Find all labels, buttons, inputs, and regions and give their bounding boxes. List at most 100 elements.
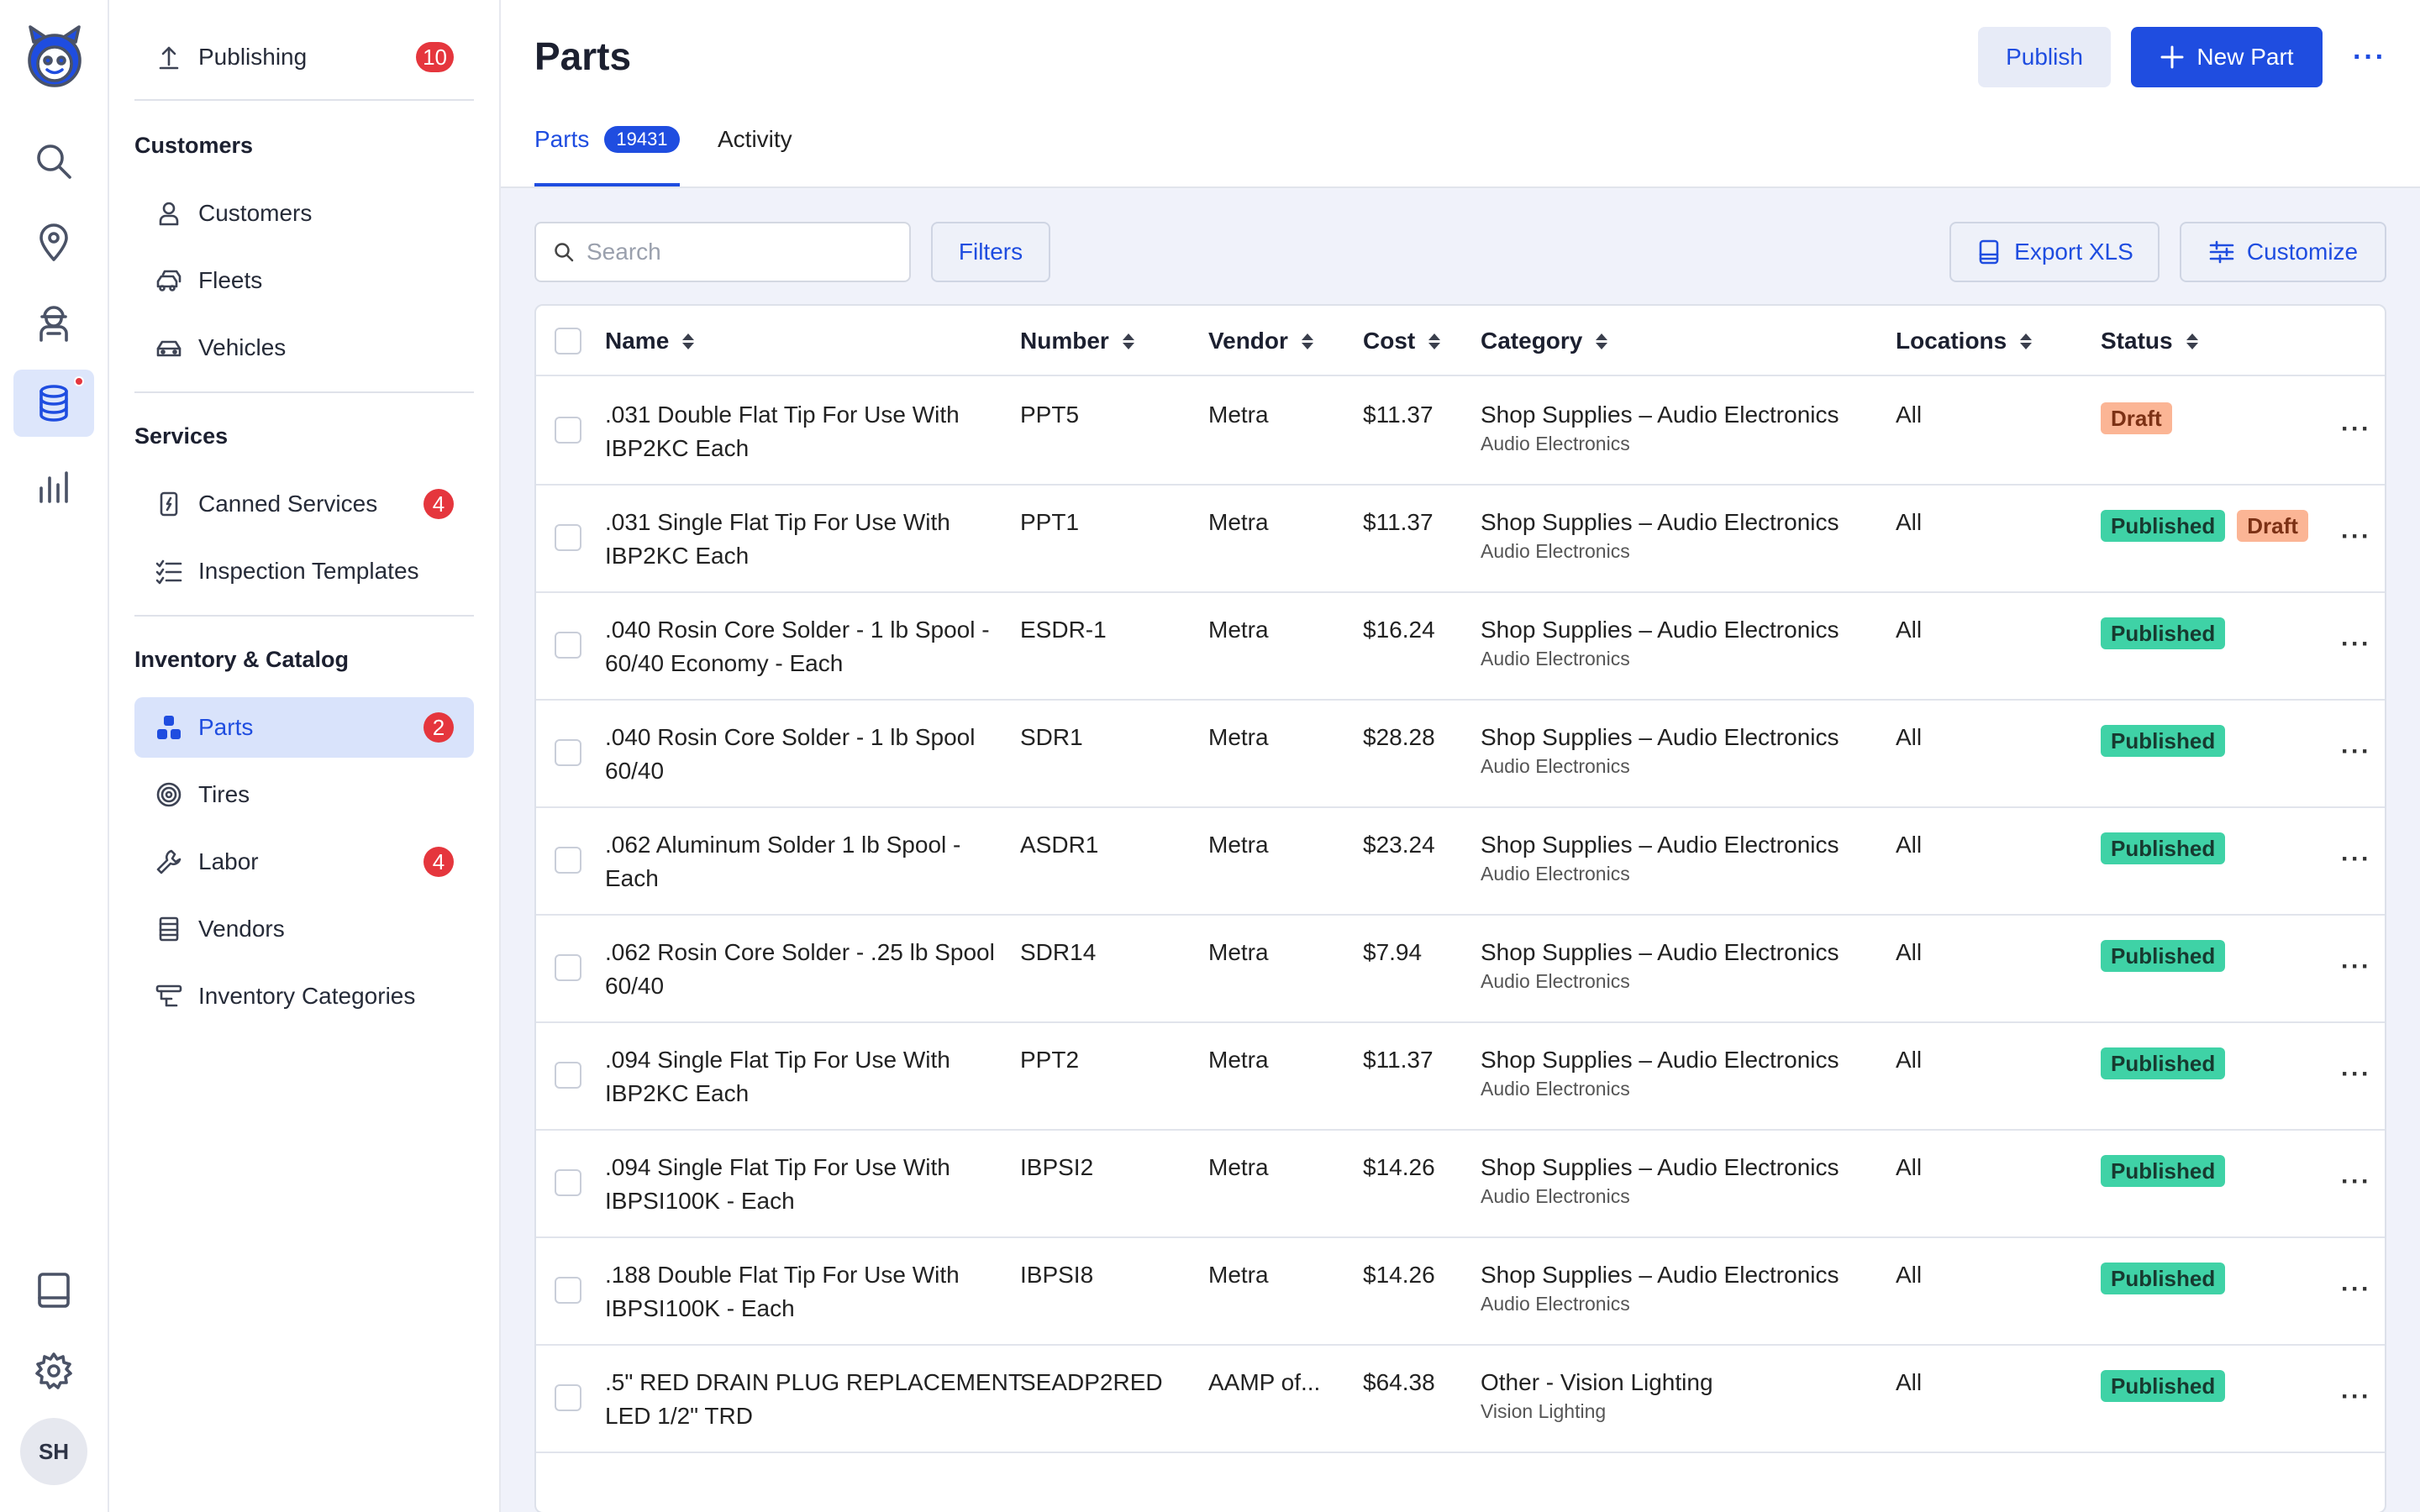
sidebar-item-vendors[interactable]: Vendors xyxy=(134,899,474,959)
avatar[interactable]: SH xyxy=(20,1418,87,1485)
table-header: Name Number Vendor Cost Category Locatio… xyxy=(536,306,2385,376)
rail-reports[interactable] xyxy=(13,452,94,519)
sidebar-item-inventory-categories[interactable]: Inventory Categories xyxy=(134,966,474,1026)
column-header-category[interactable]: Category xyxy=(1481,306,1608,376)
row-more-button[interactable]: ··· xyxy=(2341,1168,2371,1195)
table-row[interactable]: .188 Double Flat Tip For Use With IBPSI10… xyxy=(536,1238,2385,1346)
sidebar-item-tires[interactable]: Tires xyxy=(134,764,474,825)
publish-button[interactable]: Publish xyxy=(1978,27,2111,87)
cell-category: Shop Supplies – Audio Electronics Audio E… xyxy=(1481,1151,1839,1208)
sidebar-item-inspection-templates[interactable]: Inspection Templates xyxy=(134,541,474,601)
row-more-button[interactable]: ··· xyxy=(2341,630,2371,658)
column-header-name[interactable]: Name xyxy=(605,306,695,376)
sliders-icon xyxy=(2209,240,2234,264)
row-more-button[interactable]: ··· xyxy=(2341,522,2371,550)
row-more-button[interactable]: ··· xyxy=(2341,953,2371,980)
table-row[interactable]: .031 Double Flat Tip For Use With IBP2KC … xyxy=(536,378,2385,486)
row-more-button[interactable]: ··· xyxy=(2341,1060,2371,1088)
tab-parts[interactable]: Parts 19431 xyxy=(534,126,680,186)
part-name-line: .094 Single Flat Tip For Use With xyxy=(605,1154,950,1180)
select-all-checkbox[interactable] xyxy=(555,328,581,354)
sidebar-item-label: Parts xyxy=(198,714,254,740)
rail-search[interactable] xyxy=(13,128,94,195)
search-field[interactable] xyxy=(534,222,911,282)
wrench-icon xyxy=(155,848,183,876)
row-checkbox[interactable] xyxy=(555,739,581,766)
row-checkbox[interactable] xyxy=(555,1277,581,1304)
table-row[interactable]: .040 Rosin Core Solder - 1 lb Spool - 60/… xyxy=(536,593,2385,701)
table-row[interactable]: .094 Single Flat Tip For Use With IBPSI10… xyxy=(536,1131,2385,1238)
row-checkbox[interactable] xyxy=(555,1384,581,1411)
row-more-button[interactable]: ··· xyxy=(2341,1383,2371,1410)
cell-cost: $23.24 xyxy=(1363,832,1435,858)
category-text: Shop Supplies – Audio Electronics xyxy=(1481,402,1839,428)
sidebar-item-vehicles[interactable]: Vehicles xyxy=(134,318,474,378)
spreadsheet-icon xyxy=(1979,239,1999,265)
row-checkbox[interactable] xyxy=(555,954,581,981)
cell-vendor: Metra xyxy=(1208,1262,1269,1288)
filters-button[interactable]: Filters xyxy=(931,222,1050,282)
part-name-line: IBPSI100K - Each xyxy=(605,1188,795,1214)
column-label: Status xyxy=(2101,328,2173,354)
column-header-cost[interactable]: Cost xyxy=(1363,306,1441,376)
cell-cost: $11.37 xyxy=(1363,509,1434,535)
table-row[interactable]: .040 Rosin Core Solder - 1 lb Spool 60/40… xyxy=(536,701,2385,808)
rail-technicians[interactable] xyxy=(13,289,94,356)
row-more-button[interactable]: ··· xyxy=(2341,415,2371,443)
table-row[interactable]: .031 Single Flat Tip For Use With IBP2KC … xyxy=(536,486,2385,593)
sidebar-item-fleets[interactable]: Fleets xyxy=(134,250,474,311)
cell-category: Shop Supplies – Audio Electronics Audio E… xyxy=(1481,398,1839,455)
sidebar-item-labor[interactable]: Labor 4 xyxy=(134,832,474,892)
rail-locations[interactable] xyxy=(13,208,94,276)
more-options-button[interactable]: ··· xyxy=(2353,40,2386,73)
technician-icon xyxy=(39,306,68,342)
sidebar-item-canned-services[interactable]: Canned Services 4 xyxy=(134,474,474,534)
subcategory-text: Vision Lighting xyxy=(1481,1400,1607,1422)
row-checkbox[interactable] xyxy=(555,417,581,444)
row-checkbox[interactable] xyxy=(555,847,581,874)
table-row[interactable]: .062 Rosin Core Solder - .25 lb Spool 60/… xyxy=(536,916,2385,1023)
count-badge: 10 xyxy=(416,42,454,72)
subcategory-text: Audio Electronics xyxy=(1481,540,1630,562)
column-header-locations[interactable]: Locations xyxy=(1896,306,2033,376)
subcategory-text: Audio Electronics xyxy=(1481,1078,1630,1100)
table-row[interactable]: .5" RED DRAIN PLUG REPLACEMENT LED 1/2" T… xyxy=(536,1346,2385,1453)
rail-settings[interactable] xyxy=(13,1337,94,1404)
column-header-vendor[interactable]: Vendor xyxy=(1208,306,1313,376)
page-header: Parts Publish New Part ··· Parts 19431 A… xyxy=(501,0,2420,188)
row-more-button[interactable]: ··· xyxy=(2341,738,2371,765)
row-more-button[interactable]: ··· xyxy=(2341,1275,2371,1303)
checklist-icon xyxy=(155,557,183,585)
table-row[interactable]: .062 Aluminum Solder 1 lb Spool - Each ASD… xyxy=(536,808,2385,916)
subcategory-text: Audio Electronics xyxy=(1481,1293,1630,1315)
rail-catalog[interactable] xyxy=(13,370,94,437)
export-xls-button[interactable]: Export XLS xyxy=(1949,222,2160,282)
part-name-line: IBP2KC Each xyxy=(605,435,750,461)
sidebar-item-customers[interactable]: Customers xyxy=(134,183,474,244)
customize-button[interactable]: Customize xyxy=(2180,222,2386,282)
cell-name: .188 Double Flat Tip For Use With IBPSI10… xyxy=(605,1258,960,1326)
cell-locations: All xyxy=(1896,509,1923,535)
robot-logo-icon[interactable] xyxy=(22,24,87,89)
rail-help[interactable] xyxy=(13,1257,94,1324)
category-text: Shop Supplies – Audio Electronics xyxy=(1481,1262,1839,1288)
row-more-button[interactable]: ··· xyxy=(2341,845,2371,873)
sidebar-item-publishing[interactable]: Publishing 10 xyxy=(134,27,474,87)
column-header-status[interactable]: Status xyxy=(2101,306,2198,376)
row-checkbox[interactable] xyxy=(555,1062,581,1089)
sidebar-item-parts[interactable]: Parts 2 xyxy=(134,697,474,758)
column-header-number[interactable]: Number xyxy=(1020,306,1134,376)
table-row[interactable]: .094 Single Flat Tip For Use With IBP2KC … xyxy=(536,1023,2385,1131)
status-badge: Draft xyxy=(2237,510,2308,542)
sort-icon xyxy=(1596,333,1608,349)
cell-name: .040 Rosin Core Solder - 1 lb Spool - 60/… xyxy=(605,613,990,680)
row-checkbox[interactable] xyxy=(555,632,581,659)
cell-vendor: Metra xyxy=(1208,1047,1269,1073)
cell-category: Other - Vision Lighting Vision Lighting xyxy=(1481,1366,1713,1423)
new-part-button[interactable]: New Part xyxy=(2131,27,2323,87)
tab-activity[interactable]: Activity xyxy=(718,126,792,186)
cell-number: PPT5 xyxy=(1020,402,1080,428)
row-checkbox[interactable] xyxy=(555,524,581,551)
row-checkbox[interactable] xyxy=(555,1169,581,1196)
search-input[interactable] xyxy=(587,239,889,265)
